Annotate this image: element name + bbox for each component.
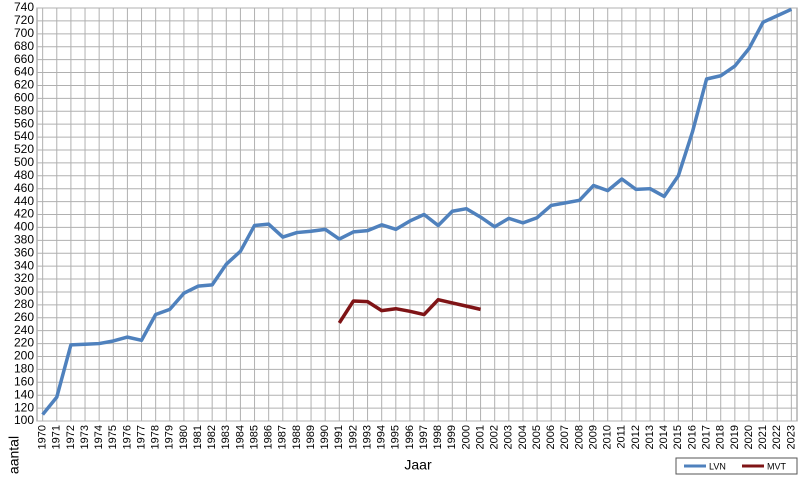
x-tick-label: 2007 (559, 425, 571, 449)
x-tick-label: 1974 (93, 425, 105, 449)
y-tick-label: 680 (14, 39, 34, 53)
x-tick-label: 2016 (686, 425, 698, 449)
x-tick-label: 2003 (503, 425, 515, 449)
x-tick-label: 1975 (107, 425, 119, 449)
x-tick-label: 2002 (489, 425, 501, 449)
y-tick-label: 520 (14, 142, 34, 156)
y-tick-label: 580 (14, 103, 34, 117)
y-tick-label: 560 (14, 116, 34, 130)
y-tick-label: 380 (14, 232, 34, 246)
x-tick-label: 1978 (150, 425, 162, 449)
x-tick-label: 1980 (178, 425, 190, 449)
legend: LVN MVT (675, 457, 798, 475)
x-tick-label: 2019 (729, 425, 741, 449)
x-tick-label: 2018 (715, 425, 727, 449)
x-tick-label: 1983 (220, 425, 232, 449)
y-tick-label: 240 (14, 323, 34, 337)
y-tick-label: 600 (14, 91, 34, 105)
x-tick-label: 2021 (757, 425, 769, 449)
x-tick-label: 1999 (446, 425, 458, 449)
y-tick-label: 360 (14, 245, 34, 259)
x-tick-label: 1979 (164, 425, 176, 449)
x-tick-label: 1997 (418, 425, 430, 449)
x-axis-label: Jaar (404, 457, 432, 473)
y-tick-label: 160 (14, 374, 34, 388)
series-line (337, 297, 481, 324)
y-tick-label: 100 (14, 413, 34, 427)
y-tick-label: 200 (14, 349, 34, 363)
x-tick-label: 1977 (135, 425, 147, 449)
x-tick-label: 1998 (432, 425, 444, 449)
y-tick-label: 460 (14, 181, 34, 195)
x-tick-label: 1970 (37, 425, 49, 449)
y-tick-label: 340 (14, 258, 34, 272)
x-tick-label: 2005 (531, 425, 543, 449)
x-tick-label: 2000 (460, 425, 472, 449)
x-tick-label: 2008 (573, 425, 585, 449)
x-tick-label: 1990 (319, 425, 331, 449)
x-tick-label: 1993 (361, 425, 373, 449)
y-tick-label: 480 (14, 168, 34, 182)
x-tick-label: 2023 (785, 425, 797, 449)
x-tick-label: 1991 (333, 425, 345, 449)
y-tick-label: 320 (14, 271, 34, 285)
x-tick-label: 1976 (121, 425, 133, 449)
y-axis-label: aantal (6, 436, 22, 474)
y-tick-label: 500 (14, 155, 34, 169)
x-tick-label: 1992 (347, 425, 359, 449)
x-tick-label: 1996 (404, 425, 416, 449)
series-line (41, 7, 793, 416)
x-tick-label: 1989 (305, 425, 317, 449)
y-tick-label: 280 (14, 297, 34, 311)
x-tick-label: 2009 (587, 425, 599, 449)
y-tick-label: 640 (14, 65, 34, 79)
x-tick-label: 1981 (192, 425, 204, 449)
x-tick-label: 1984 (234, 425, 246, 449)
y-tick-label: 260 (14, 310, 34, 324)
x-tick-label: 1988 (291, 425, 303, 449)
y-tick-label: 700 (14, 26, 34, 40)
x-tick-label: 2014 (658, 425, 670, 449)
x-tick-label: 2013 (644, 425, 656, 449)
y-tick-label: 220 (14, 336, 34, 350)
x-tick-label: 2020 (743, 425, 755, 449)
y-tick-label: 300 (14, 284, 34, 298)
legend-label: MVT (767, 461, 787, 471)
x-tick-label: 1995 (390, 425, 402, 449)
x-tick-label: 2012 (630, 425, 642, 449)
x-tick-label: 2001 (474, 425, 486, 449)
x-tick-label: 1973 (79, 425, 91, 449)
x-tick-label: 2011 (616, 425, 628, 449)
x-tick-label: 1972 (65, 425, 77, 449)
x-tick-label: 1994 (376, 425, 388, 449)
x-tick-label: 1987 (277, 425, 289, 449)
x-tick-label: 1971 (51, 425, 63, 449)
y-tick-label: 180 (14, 362, 34, 376)
y-tick-label: 440 (14, 194, 34, 208)
y-tick-label: 740 (14, 0, 34, 14)
x-tick-label: 1982 (206, 425, 218, 449)
legend-box (675, 457, 798, 475)
y-tick-label: 400 (14, 220, 34, 234)
x-tick-label: 2022 (771, 425, 783, 449)
y-tick-label: 540 (14, 129, 34, 143)
x-tick-label: 1986 (263, 425, 275, 449)
y-tick-label: 660 (14, 52, 34, 66)
y-tick-label: 140 (14, 387, 34, 401)
legend-label: LVN (709, 461, 726, 471)
y-tick-label: 420 (14, 207, 34, 221)
y-tick-label: 120 (14, 400, 34, 414)
x-tick-label: 2015 (672, 425, 684, 449)
x-tick-label: 2004 (517, 425, 529, 449)
x-tick-label: 2017 (700, 425, 712, 449)
x-tick-label: 2006 (545, 425, 557, 449)
x-tick-label: 2010 (602, 425, 614, 449)
y-tick-label: 620 (14, 78, 34, 92)
y-tick-label: 720 (14, 13, 34, 27)
x-tick-label: 1985 (248, 425, 260, 449)
